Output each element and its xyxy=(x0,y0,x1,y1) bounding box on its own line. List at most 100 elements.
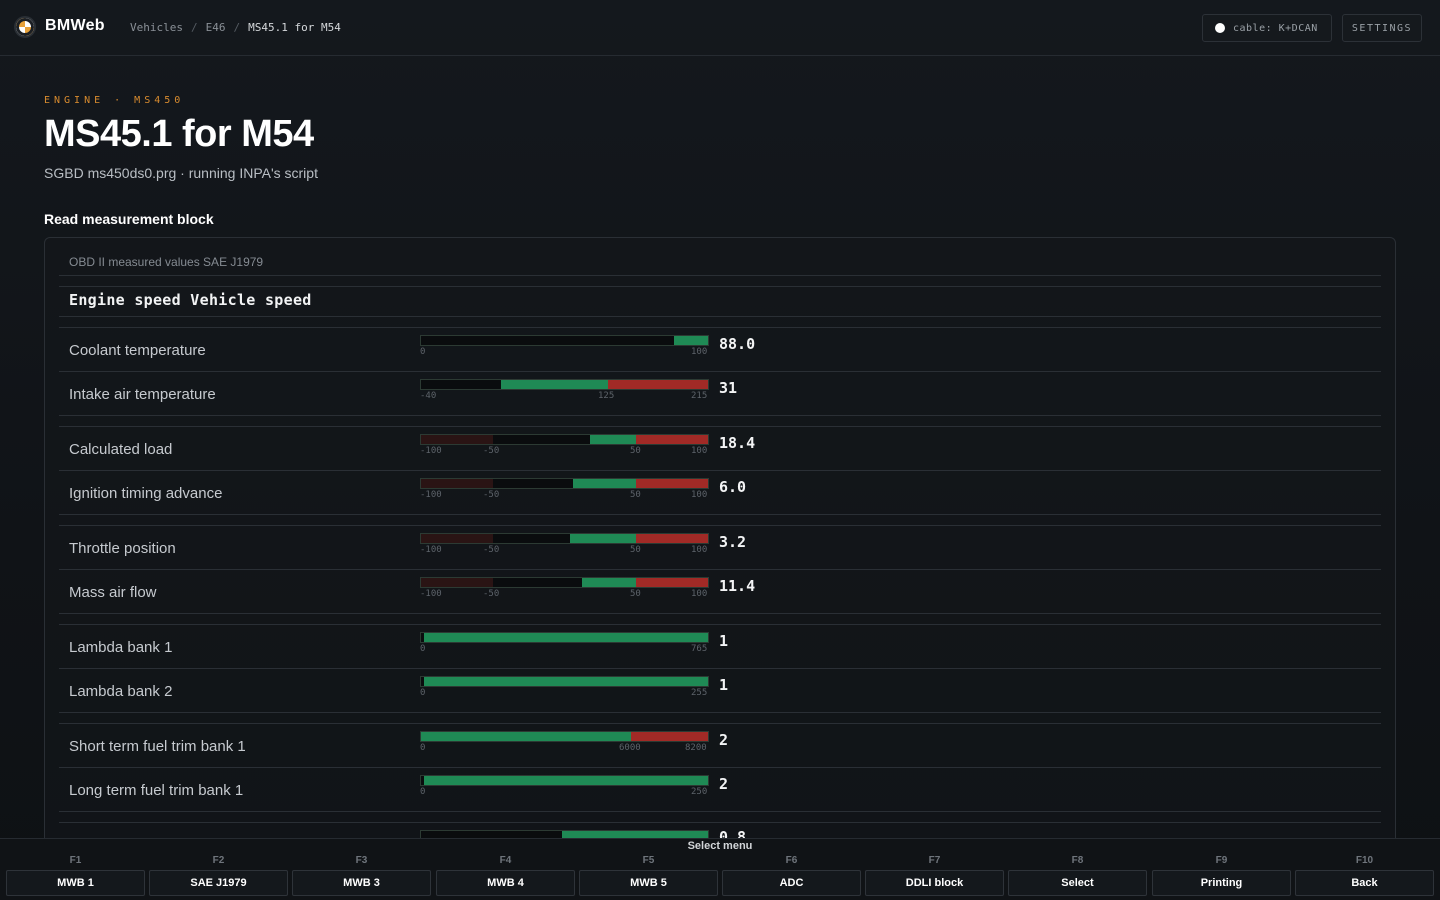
fkey-f7-button[interactable]: DDLI block xyxy=(865,870,1004,896)
row-value: 1 xyxy=(719,676,729,694)
settings-button[interactable]: SETTINGS xyxy=(1342,14,1422,42)
row-label: Intake air temperature xyxy=(69,386,216,403)
tick-label: 50 xyxy=(630,490,641,500)
row-label: Long term fuel trim bank 1 xyxy=(69,782,244,799)
gauge-track xyxy=(421,336,674,345)
row-value: 18.4 xyxy=(719,434,756,452)
fkey-number: F10 xyxy=(1355,855,1374,866)
gauge-warn-zone xyxy=(636,435,708,444)
fkey-f10-button[interactable]: Back xyxy=(1295,870,1434,896)
fkey-f6: F6 ADC xyxy=(722,855,861,899)
gauge-bar xyxy=(420,434,709,445)
gauge-bar xyxy=(420,731,709,742)
fkey-f3-button[interactable]: MWB 3 xyxy=(292,870,431,896)
tick-label: -100 xyxy=(420,446,442,456)
gauge-bar xyxy=(420,478,709,489)
tick-label: 0 xyxy=(420,347,426,357)
gauge-fill xyxy=(570,534,637,543)
group-header: Engine speed Vehicle speed xyxy=(69,291,312,309)
fkey-number: F4 xyxy=(499,855,512,866)
fkey-f4-button[interactable]: MWB 4 xyxy=(436,870,575,896)
tick-label: 0 xyxy=(420,787,426,797)
divider xyxy=(59,316,1381,317)
tick-label: 125 xyxy=(598,391,615,401)
gauge-bar xyxy=(420,379,709,390)
fkey-f2-button[interactable]: SAE J1979 xyxy=(149,870,288,896)
tick-label: 0 xyxy=(420,644,426,654)
tick-label: 255 xyxy=(691,688,708,698)
fkey-f6-button[interactable]: ADC xyxy=(722,870,861,896)
row-label: Throttle position xyxy=(69,540,176,557)
breadcrumb-current: MS45.1 for M54 xyxy=(248,21,341,34)
cable-status-button[interactable]: cable: K+DCAN xyxy=(1202,14,1332,42)
row-label: Lambda bank 1 xyxy=(69,639,173,656)
divider xyxy=(59,811,1381,812)
fkey-f1-button[interactable]: MWB 1 xyxy=(6,870,145,896)
gauge-fill xyxy=(421,732,631,741)
gauge-warn-zone xyxy=(630,732,708,741)
bmw-logo-icon[interactable] xyxy=(14,16,36,38)
divider xyxy=(59,822,1381,823)
gauge-warn-zone xyxy=(607,380,708,389)
panel-caption: OBD II measured values SAE J1979 xyxy=(69,255,264,269)
fkey-number: F1 xyxy=(69,855,82,866)
divider xyxy=(59,371,1381,372)
tick-label: 100 xyxy=(691,446,708,456)
cable-status-label: cable: K+DCAN xyxy=(1233,22,1318,34)
row-value: 1 xyxy=(719,632,729,650)
fkey-f4: F4 MWB 4 xyxy=(436,855,575,899)
fkey-number: F5 xyxy=(642,855,655,866)
fkey-f9-button[interactable]: Printing xyxy=(1152,870,1291,896)
divider xyxy=(59,723,1381,724)
tick-label: 215 xyxy=(691,391,708,401)
breadcrumb-vehicles[interactable]: Vehicles xyxy=(130,21,183,34)
row-value: 11.4 xyxy=(719,577,756,595)
gauge-bar xyxy=(420,335,709,346)
row-label: Ignition timing advance xyxy=(69,485,223,502)
row-value: 2 xyxy=(719,775,729,793)
breadcrumb-e46[interactable]: E46 xyxy=(205,21,226,34)
divider xyxy=(59,286,1381,287)
fkey-f5-button[interactable]: MWB 5 xyxy=(579,870,718,896)
tick-label: 8200 xyxy=(685,743,707,753)
fkey-f9: F9 Printing xyxy=(1152,855,1291,899)
gauge-low-zone xyxy=(421,534,493,543)
tick-label: 100 xyxy=(691,545,708,555)
divider xyxy=(59,712,1381,713)
divider xyxy=(59,470,1381,471)
divider xyxy=(59,525,1381,526)
row-label: Calculated load xyxy=(69,441,173,458)
page-eyebrow: ENGINE · MS450 xyxy=(44,95,185,106)
gauge-warn-zone xyxy=(636,479,708,488)
tick-label: -100 xyxy=(420,490,442,500)
tick-label: 100 xyxy=(691,490,708,500)
gauge-fill xyxy=(423,633,708,642)
divider xyxy=(59,624,1381,625)
gauge-fill xyxy=(590,435,637,444)
tick-label: -40 xyxy=(420,391,437,401)
gauge-fill xyxy=(423,776,708,785)
fkey-f8-button[interactable]: Select xyxy=(1008,870,1147,896)
gauge-bar xyxy=(420,676,709,687)
fkey-f7: F7 DDLI block xyxy=(865,855,1004,899)
measurement-panel: OBD II measured values SAE J1979 Engine … xyxy=(44,237,1396,877)
gauge-fill xyxy=(581,578,637,587)
divider xyxy=(59,668,1381,669)
fkey-f5: F5 MWB 5 xyxy=(579,855,718,899)
tick-label: -50 xyxy=(483,545,500,555)
row-value: 3.2 xyxy=(719,533,747,551)
brand-name[interactable]: BMWeb xyxy=(45,17,105,34)
tick-label: -100 xyxy=(420,545,442,555)
tick-label: 50 xyxy=(630,545,641,555)
gauge-bar xyxy=(420,775,709,786)
tick-label: 100 xyxy=(691,347,708,357)
section-title: Read measurement block xyxy=(44,211,214,227)
gauge-low-zone xyxy=(421,435,493,444)
divider xyxy=(59,613,1381,614)
row-label: Short term fuel trim bank 1 xyxy=(69,738,246,755)
fkey-bar-caption: Select menu xyxy=(687,840,753,852)
fkey-f10: F10 Back xyxy=(1295,855,1434,899)
divider xyxy=(59,275,1381,276)
row-label: Coolant temperature xyxy=(69,342,206,359)
gauge-warn-zone xyxy=(636,578,708,587)
